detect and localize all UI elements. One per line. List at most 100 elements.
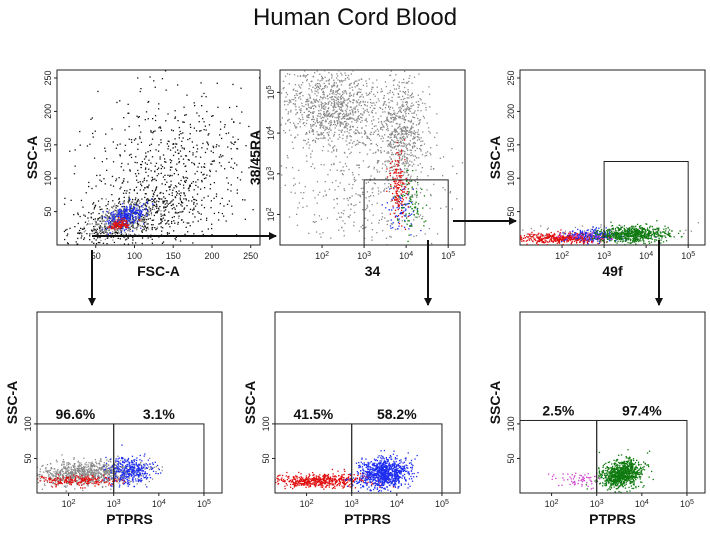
data-point bbox=[337, 121, 339, 123]
data-point bbox=[386, 124, 388, 126]
data-point bbox=[144, 187, 146, 189]
data-point bbox=[404, 203, 406, 205]
data-point bbox=[370, 90, 372, 93]
data-point bbox=[381, 167, 383, 169]
data-point bbox=[103, 223, 105, 226]
data-point bbox=[346, 118, 348, 120]
data-point bbox=[338, 129, 340, 131]
data-point bbox=[109, 214, 112, 216]
data-point bbox=[307, 138, 309, 140]
data-point bbox=[433, 183, 435, 185]
data-point bbox=[527, 236, 529, 238]
data-point bbox=[334, 103, 336, 105]
data-point bbox=[113, 226, 116, 228]
data-point bbox=[225, 132, 227, 135]
data-point bbox=[414, 136, 416, 138]
data-point bbox=[169, 186, 171, 188]
data-point bbox=[386, 190, 388, 192]
data-point bbox=[388, 182, 390, 185]
data-point bbox=[400, 152, 403, 154]
data-point bbox=[598, 233, 600, 235]
data-point bbox=[411, 82, 413, 84]
data-point bbox=[571, 233, 574, 236]
data-point bbox=[130, 204, 132, 206]
data-point bbox=[337, 115, 340, 117]
data-point bbox=[574, 238, 576, 240]
data-point bbox=[400, 140, 402, 142]
data-point bbox=[353, 83, 355, 85]
data-point bbox=[318, 134, 320, 136]
data-point bbox=[605, 241, 608, 243]
data-point bbox=[449, 192, 451, 194]
data-point bbox=[316, 90, 318, 92]
data-point bbox=[129, 208, 131, 210]
data-point bbox=[123, 236, 125, 238]
data-point bbox=[419, 192, 422, 194]
data-point bbox=[170, 201, 172, 203]
data-point bbox=[642, 239, 644, 241]
data-point bbox=[385, 160, 387, 162]
data-point bbox=[343, 112, 345, 115]
data-point bbox=[638, 227, 641, 230]
data-point bbox=[93, 228, 95, 230]
data-point bbox=[306, 115, 308, 117]
data-point bbox=[147, 151, 149, 153]
data-point bbox=[628, 234, 630, 236]
data-point bbox=[397, 219, 399, 221]
data-point bbox=[303, 105, 305, 108]
data-point bbox=[411, 195, 413, 197]
data-point bbox=[333, 120, 336, 123]
data-point bbox=[170, 184, 172, 186]
data-point bbox=[159, 198, 161, 200]
data-point bbox=[91, 187, 93, 190]
data-point bbox=[555, 238, 557, 240]
data-point bbox=[402, 137, 405, 140]
data-point bbox=[411, 187, 413, 190]
data-point bbox=[348, 84, 351, 86]
data-point bbox=[160, 210, 162, 212]
data-point bbox=[399, 180, 401, 182]
data-point bbox=[410, 119, 413, 121]
data-point bbox=[391, 160, 393, 162]
data-point bbox=[193, 127, 195, 129]
data-point bbox=[386, 117, 388, 119]
data-point bbox=[414, 137, 416, 139]
data-point bbox=[302, 118, 304, 120]
data-point bbox=[412, 123, 414, 125]
data-point bbox=[301, 116, 304, 118]
data-point bbox=[327, 134, 330, 136]
data-point bbox=[405, 115, 407, 117]
data-point bbox=[166, 205, 168, 207]
data-point bbox=[367, 94, 370, 96]
data-point bbox=[616, 242, 618, 244]
data-point bbox=[411, 102, 413, 104]
data-point bbox=[143, 219, 145, 221]
data-point bbox=[551, 240, 553, 242]
data-point bbox=[80, 227, 82, 229]
data-point bbox=[186, 94, 188, 96]
data-point bbox=[289, 73, 291, 76]
data-point bbox=[406, 179, 408, 182]
data-point bbox=[364, 237, 366, 240]
data-point bbox=[390, 200, 392, 202]
data-point bbox=[212, 146, 215, 149]
data-point bbox=[436, 113, 438, 115]
data-point bbox=[398, 126, 400, 128]
data-point bbox=[294, 104, 296, 106]
data-point bbox=[298, 97, 300, 99]
data-point bbox=[150, 210, 152, 212]
data-point bbox=[83, 238, 85, 241]
data-point bbox=[394, 135, 396, 137]
data-point bbox=[123, 210, 125, 213]
data-point bbox=[353, 131, 355, 133]
data-point bbox=[344, 78, 347, 80]
data-point bbox=[211, 227, 213, 230]
data-point bbox=[142, 203, 145, 205]
data-point bbox=[130, 156, 133, 159]
data-point bbox=[392, 80, 395, 82]
data-point bbox=[147, 101, 149, 103]
data-point bbox=[342, 123, 344, 126]
data-point bbox=[125, 192, 127, 194]
data-point bbox=[575, 236, 577, 238]
data-point bbox=[194, 216, 196, 218]
